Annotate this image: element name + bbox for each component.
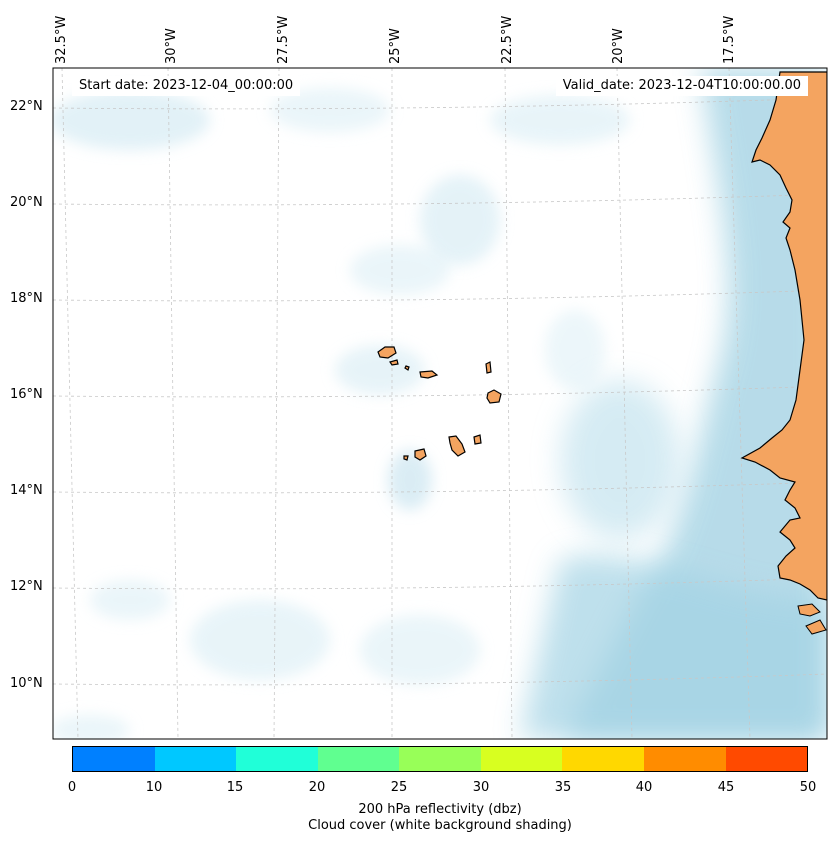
cape-verde-islands bbox=[377, 346, 502, 461]
graticule-lines bbox=[53, 68, 827, 739]
colorbar-tick: 0 bbox=[67, 780, 77, 795]
colorbar-segment bbox=[725, 747, 808, 771]
island-santo-antao bbox=[377, 346, 397, 359]
cloud-cover-shading bbox=[53, 68, 827, 739]
island-sao-vicente bbox=[389, 359, 399, 366]
colorbar-tick: 25 bbox=[390, 780, 408, 795]
colorbar-segment bbox=[73, 747, 155, 771]
island-boa-vista bbox=[486, 389, 502, 404]
island-santa-luzia bbox=[404, 365, 410, 371]
colorbar-tick: 50 bbox=[799, 780, 817, 795]
colorbar-segment bbox=[480, 747, 563, 771]
lon-label-30w: 30°W bbox=[164, 28, 179, 64]
island-fogo bbox=[414, 448, 427, 461]
lon-label-27-5w: 27.5°W bbox=[276, 15, 291, 64]
lat-label-12n: 12°N bbox=[10, 579, 43, 594]
lon-label-17-5w: 17.5°W bbox=[722, 15, 737, 64]
africa-landmass bbox=[740, 71, 827, 635]
colorbar-label: 200 hPa reflectivity (dbz) bbox=[358, 802, 522, 817]
colorbar-segment bbox=[317, 747, 400, 771]
lon-label-20w: 20°W bbox=[611, 28, 626, 64]
colorbar-tick: 30 bbox=[472, 780, 490, 795]
map-frame bbox=[52, 67, 828, 740]
colorbar-sublabel: Cloud cover (white background shading) bbox=[308, 818, 572, 833]
lat-label-14n: 14°N bbox=[10, 483, 43, 498]
lat-label-22n: 22°N bbox=[10, 99, 43, 114]
colorbar-segment bbox=[643, 747, 726, 771]
colorbar-tick: 40 bbox=[635, 780, 653, 795]
valid-date-label: Valid_date: 2023-12-04T10:00:00.00 bbox=[555, 76, 808, 96]
island-maio bbox=[473, 434, 482, 445]
lat-label-16n: 16°N bbox=[10, 387, 43, 402]
colorbar bbox=[72, 746, 808, 772]
island-sal bbox=[485, 361, 492, 374]
island-sao-nicolau bbox=[419, 370, 439, 379]
colorbar-segment bbox=[562, 747, 644, 771]
colorbar-tick: 20 bbox=[308, 780, 326, 795]
lon-label-22-5w: 22.5°W bbox=[500, 15, 515, 64]
island-santiago bbox=[448, 435, 466, 457]
colorbar-tick: 15 bbox=[226, 780, 244, 795]
colorbar-segment bbox=[154, 747, 237, 771]
lon-label-32-5w: 32.5°W bbox=[54, 15, 69, 64]
colorbar-segment bbox=[236, 747, 318, 771]
start-date-label: Start date: 2023-12-04_00:00:00 bbox=[72, 76, 301, 96]
lon-label-25w: 25°W bbox=[388, 28, 403, 64]
colorbar-tick: 35 bbox=[554, 780, 572, 795]
island-brava bbox=[403, 455, 409, 461]
lat-label-10n: 10°N bbox=[10, 676, 43, 691]
colorbar-tick: 10 bbox=[145, 780, 163, 795]
colorbar-segment bbox=[399, 747, 481, 771]
colorbar-tick: 45 bbox=[717, 780, 735, 795]
lat-label-20n: 20°N bbox=[10, 195, 43, 210]
lat-label-18n: 18°N bbox=[10, 291, 43, 306]
